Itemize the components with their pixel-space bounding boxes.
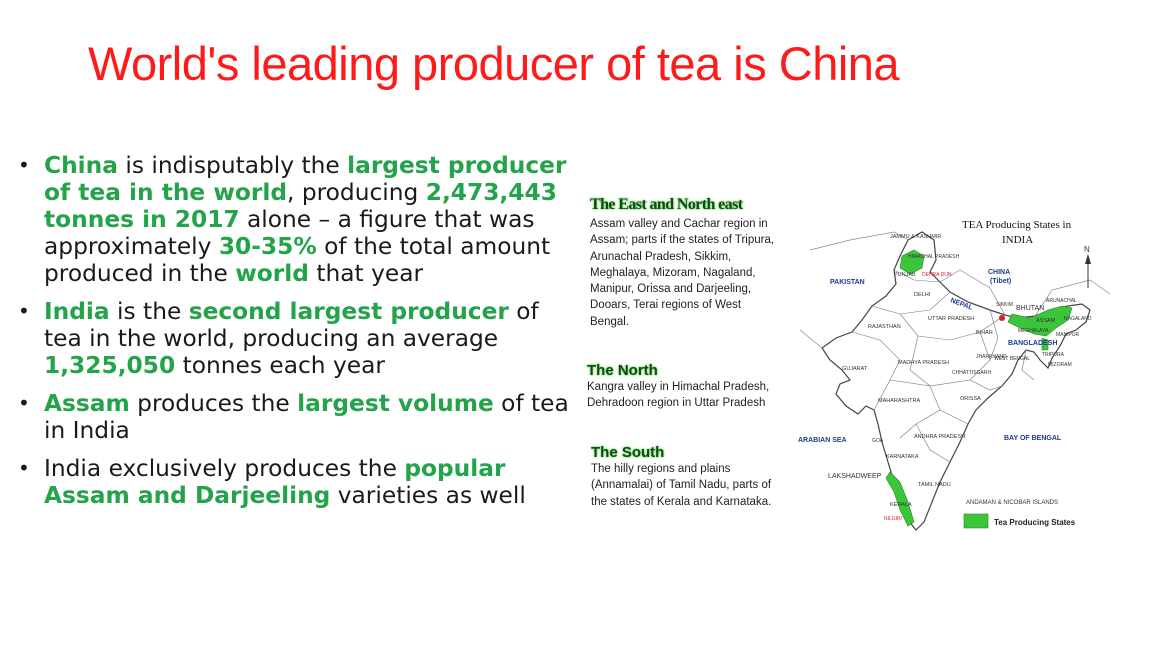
india-map: N TEA Producing States in INDIA PAKISTAN… [798,219,1111,531]
section-north-heading: The North [587,362,658,379]
bullet-text: of the total amount produced in the [44,233,551,287]
section-east-text: Assam valley and Cachar region in Assam;… [590,218,775,328]
svg-text:N: N [1084,245,1090,254]
label-karnataka: KARNATAKA [886,454,919,460]
bullet-dot-icon: • [18,456,30,480]
label-rajasthan: RAJASTHAN [868,324,901,330]
bullet-text: varieties as well [330,482,526,509]
bullet-item: • China is indisputably the largest produ… [14,152,574,287]
bullet-highlight: largest producer of tea in the world [44,152,567,206]
bullet-highlight: India [44,298,110,325]
tea-region-himachal [899,249,925,275]
bullet-highlight: world [235,260,309,287]
label-jammu: JAMMU & KASHMIR [890,234,941,240]
bullet-text: , producing [287,179,426,206]
label-orissa: ORISSA [960,396,981,402]
tea-region-south [885,471,915,527]
label-goa: GOA [872,438,884,444]
bullet-text: alone – a figure that was approximately [44,206,535,260]
map-title-line1: TEA Producing States in [962,219,1072,231]
label-bay-of-bengal: BAY OF BENGAL [1004,435,1062,442]
label-punjab: PUNJAB [894,272,916,278]
bullet-text: is indisputably the [117,152,348,179]
section-east-heading: The East and North east [590,196,743,213]
section-south-text: The hilly regions and plains (Annamalai)… [591,463,772,508]
label-mizoram: MIZORAM [1048,362,1072,368]
bullet-highlight: popular Assam and Darjeeling [44,455,506,509]
bullet-text: India exclusively produces the [44,455,405,482]
bullet-dot-icon: • [18,391,30,415]
label-tamil: TAMIL NADU [918,482,951,488]
bullet-item: • India exclusively produces the popular … [14,455,574,509]
bullet-list: • China is indisputably the largest produ… [14,152,574,520]
bullet-text: that year [308,260,424,287]
label-delhi: DELHI [914,292,931,298]
label-chhattisgarh: CHHATTISGARH [952,370,991,376]
slide-title: World's leading producer of tea is China [88,37,900,90]
label-pakistan: PAKISTAN [830,279,865,286]
bullet-dot-icon: • [18,153,30,177]
bullet-text: tonnes each year [175,352,385,379]
label-lakshadweep: LAKSHADWEEP [828,473,882,480]
tea-map-figure: The East and North east Assam valley and… [585,190,1111,555]
map-title-line2: INDIA [1002,234,1033,246]
bullet-highlight: second largest producer [188,298,509,325]
label-madhya: MADHYA PRADESH [898,360,949,366]
bullet-highlight: 1,325,050 [44,352,176,379]
india-outline [821,231,1091,531]
label-arunachal: ARUNACHAL [1046,298,1077,304]
label-andhra: ANDHRA PRADESH [914,434,965,440]
bullet-item: • Assam produces the largest volume of te… [14,390,574,444]
darjeeling-marker [999,315,1005,321]
section-north-text: Kangra valley in Himachal Pradesh, Dehra… [587,381,770,410]
legend-swatch [963,513,989,529]
section-south-heading: The South [591,444,665,461]
bullet-highlight: largest volume [297,390,494,417]
state-borders [851,269,1006,463]
bullet-dot-icon: • [18,299,30,323]
label-nilgiri: NILGIRI [884,516,902,522]
label-maharashtra: MAHARASHTRA [878,398,921,404]
label-sikkim: SIKKIM [996,302,1013,308]
label-uttar: UTTAR PRADESH [928,316,974,322]
section-south: The South The hilly regions and plains (… [591,444,776,510]
label-andaman: ANDAMAN & NICOBAR ISLANDS [966,500,1058,506]
label-himachal: HIMACHAL PRADESH [908,254,960,260]
tea-regions [885,249,1073,527]
label-kerala: KERALA [890,502,912,508]
label-tibet: (Tibet) [990,278,1011,285]
label-meghalaya: MEGHALAYA [1018,328,1049,334]
label-nagaland: NAGALAND [1064,316,1092,322]
label-assam: ASSAM [1036,318,1056,324]
label-jharkhand: JHARKHAND [976,354,1007,360]
tea-region-northeast [1007,305,1073,337]
tea-region-tripura [1041,337,1049,351]
north-arrow: N [1084,245,1091,288]
label-dehradun: DEHRA DUN [922,272,952,278]
bullet-text: of tea in India [44,390,569,444]
label-tripura: TRIPURA [1042,352,1065,358]
legend-label: Tea Producing States [994,518,1076,527]
bullet-text: produces the [129,390,298,417]
label-gujarat: GUJARAT [842,366,868,372]
bullet-text: is the [109,298,189,325]
bullet-text: of tea in the world, producing an averag… [44,298,539,352]
section-north: The North Kangra valley in Himachal Prad… [587,362,772,412]
label-bhutan: BHUTAN [1016,305,1044,312]
label-arabian-sea: ARABIAN SEA [798,437,847,444]
bullet-highlight: 2,473,443 tonnes in 2017 [44,179,557,233]
bullet-item: • India is the second largest producer of… [14,298,574,379]
label-wbengal: WEST BENGAL [994,356,1030,362]
label-china: CHINA [988,269,1010,276]
neighbour-borders [799,231,1111,381]
label-bihar: BIHAR [976,330,993,336]
label-bangladesh: BANGLADESH [1008,340,1057,347]
bullet-highlight: Assam [44,390,130,417]
bullet-highlight: China [44,152,118,179]
label-manipur: MANIPUR [1056,332,1079,338]
section-east: The East and North east Assam valley and… [590,196,775,330]
bullet-highlight: 30-35% [218,233,317,260]
